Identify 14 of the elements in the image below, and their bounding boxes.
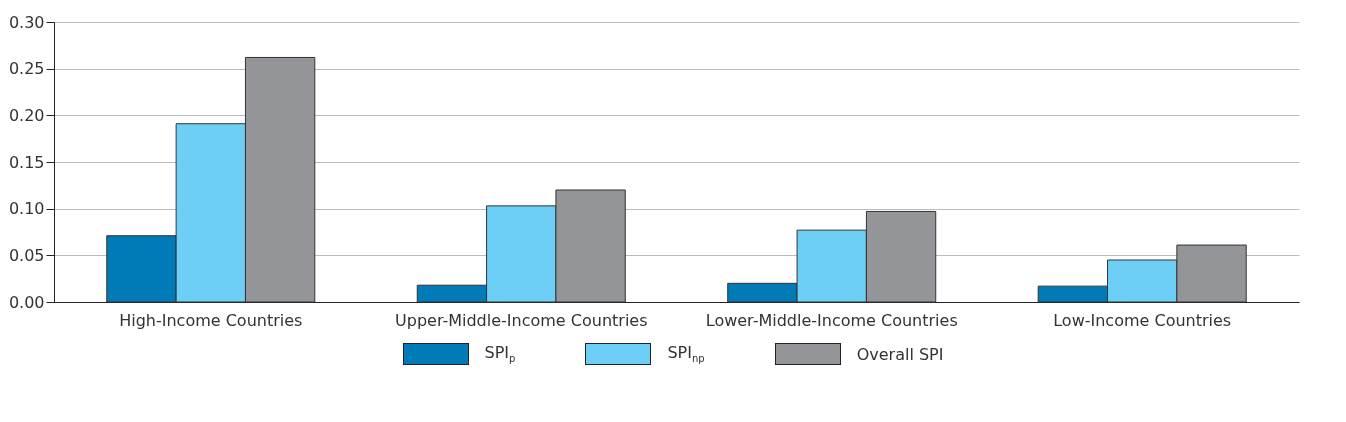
legend-label: Overall SPI (856, 344, 944, 364)
y-tick-label: 0.05 (8, 245, 45, 265)
x-tick-label: High-Income Countries (119, 310, 303, 330)
y-tick-label: 0.25 (8, 59, 45, 79)
x-tick-label: Low-Income Countries (1053, 310, 1232, 330)
x-tick-label: Upper-Middle-Income Countries (395, 310, 648, 330)
legend-label: SPI$_{p}$ (484, 343, 516, 365)
legend-label: SPI$_{np}$ (667, 343, 705, 365)
y-tick-label: 0.20 (8, 105, 45, 125)
y-tick-label: 0.15 (8, 152, 45, 172)
y-tick-label: 0.10 (8, 199, 45, 219)
x-tick-label: Lower-Middle-Income Countries (705, 310, 958, 330)
y-tick-label: 0.00 (8, 292, 45, 312)
y-tick-label: 0.30 (8, 12, 45, 32)
